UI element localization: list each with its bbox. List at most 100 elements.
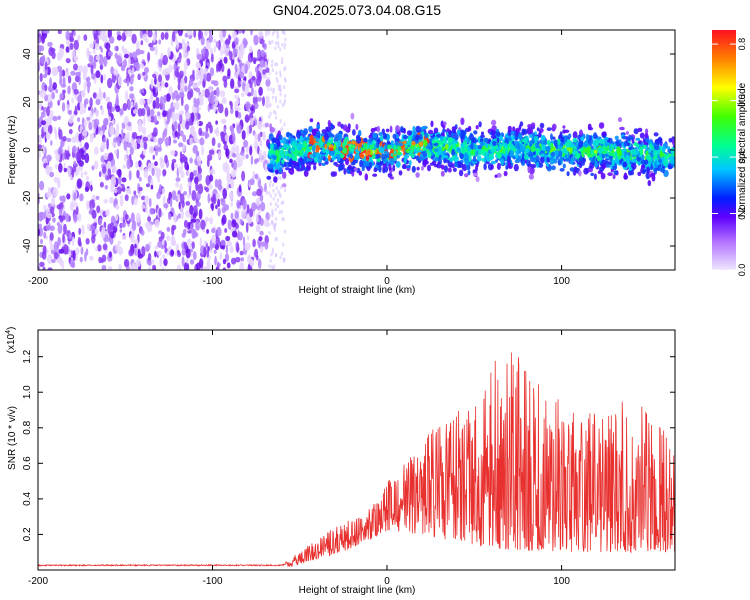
noise-mark	[247, 242, 251, 249]
noise-mark	[195, 201, 201, 207]
signal-mark	[403, 153, 410, 159]
signal-mark	[495, 159, 498, 163]
noise-mark	[57, 30, 62, 35]
noise-fade-mark	[276, 198, 280, 203]
noise-mark	[182, 144, 186, 151]
noise-mark	[215, 86, 220, 98]
noise-mark	[191, 190, 197, 201]
signal-mark	[423, 139, 428, 147]
noise-mark	[108, 251, 112, 258]
noise-fade-mark	[275, 236, 278, 241]
noise-mark	[198, 30, 201, 41]
signal-mark	[338, 165, 344, 171]
signal-mark	[663, 169, 669, 178]
noise-mark	[235, 41, 239, 46]
noise-mark	[199, 237, 203, 248]
signal-mark	[337, 121, 342, 127]
noise-mark	[169, 196, 173, 208]
noise-fade-mark	[279, 92, 282, 97]
noise-mark	[180, 210, 184, 220]
signal-mark	[538, 130, 542, 138]
noise-mark	[92, 48, 96, 55]
signal-mark	[387, 144, 392, 150]
y-tick-label: -20	[22, 190, 33, 205]
signal-mark	[524, 148, 530, 153]
signal-mark	[395, 160, 401, 168]
signal-mark	[528, 153, 534, 158]
signal-mark	[285, 131, 291, 138]
signal-mark	[536, 127, 540, 132]
signal-mark	[454, 133, 459, 141]
noise-mark	[97, 244, 102, 252]
noise-mark	[254, 78, 257, 88]
signal-mark	[629, 156, 633, 161]
noise-mark	[49, 206, 55, 214]
x-tick-label: -100	[202, 576, 222, 587]
signal-mark	[291, 152, 295, 158]
noise-fade-mark	[267, 58, 270, 63]
signal-mark	[585, 146, 591, 155]
noise-mark	[126, 79, 130, 87]
signal-mark	[580, 136, 585, 142]
noise-fade-mark	[267, 87, 270, 92]
noise-mark	[117, 240, 121, 245]
noise-mark	[113, 188, 118, 194]
noise-mark	[213, 103, 217, 113]
noise-mark	[178, 57, 182, 64]
noise-fade-mark	[268, 230, 271, 235]
signal-mark	[550, 142, 554, 150]
signal-mark	[363, 142, 368, 150]
svg-text:(x104): (x104)	[5, 327, 17, 354]
noise-mark	[235, 106, 241, 112]
colorbar-tick-label: 0.6	[737, 94, 747, 107]
noise-mark	[91, 209, 97, 219]
noise-mark	[257, 96, 263, 102]
noise-mark	[214, 128, 220, 135]
noise-mark	[151, 259, 155, 264]
noise-mark	[143, 168, 149, 179]
noise-mark	[166, 112, 171, 123]
signal-mark	[566, 171, 570, 177]
noise-fade-mark	[273, 227, 276, 232]
noise-fade-mark	[271, 63, 274, 68]
signal-mark	[442, 128, 447, 133]
noise-mark	[194, 176, 199, 185]
noise-mark	[76, 167, 80, 176]
noise-fade-mark	[282, 257, 285, 262]
noise-mark	[44, 30, 50, 34]
noise-mark	[196, 98, 200, 107]
noise-fade-mark	[273, 264, 276, 269]
noise-mark	[62, 233, 65, 244]
signal-mark	[372, 139, 376, 146]
signal-mark	[433, 142, 439, 146]
noise-mark	[38, 228, 41, 237]
noise-mark	[250, 30, 253, 36]
noise-mark	[237, 218, 240, 224]
signal-mark	[452, 138, 456, 145]
signal-mark	[628, 135, 634, 140]
noise-mark	[41, 106, 44, 111]
noise-mark	[142, 33, 148, 41]
noise-mark	[234, 88, 240, 94]
noise-mark	[230, 78, 235, 89]
noise-mark	[240, 92, 245, 98]
noise-mark	[103, 91, 106, 99]
noise-mark	[224, 228, 228, 233]
noise-mark	[78, 160, 84, 167]
noise-mark	[155, 102, 161, 109]
noise-fade-mark	[268, 264, 271, 269]
signal-mark	[408, 149, 414, 157]
signal-mark	[529, 156, 536, 162]
noise-mark	[183, 157, 188, 162]
noise-mark	[118, 263, 122, 270]
noise-mark	[54, 163, 58, 170]
noise-fade-mark	[284, 66, 287, 71]
signal-mark	[416, 147, 420, 152]
noise-mark	[162, 254, 166, 260]
noise-mark	[115, 136, 121, 144]
noise-mark	[247, 216, 253, 224]
signal-mark	[378, 165, 382, 173]
signal-mark	[552, 123, 557, 130]
noise-mark	[239, 261, 245, 270]
noise-mark	[222, 267, 227, 270]
